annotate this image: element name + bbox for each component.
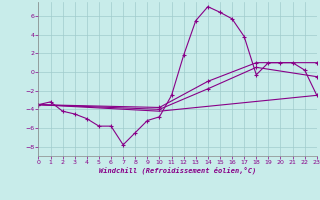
X-axis label: Windchill (Refroidissement éolien,°C): Windchill (Refroidissement éolien,°C): [99, 167, 256, 174]
